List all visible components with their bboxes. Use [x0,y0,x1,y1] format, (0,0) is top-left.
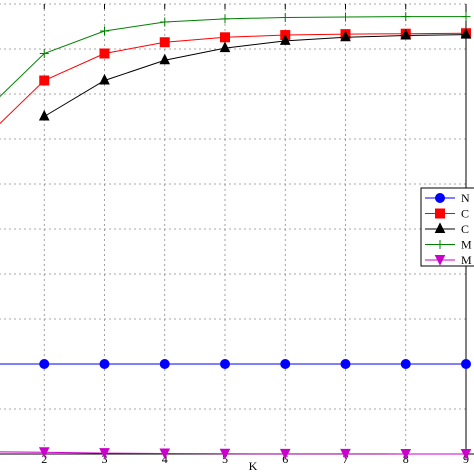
data-point-marker [39,75,50,86]
series-0 [0,359,471,369]
data-point-marker [461,12,471,22]
data-point-marker [160,17,170,27]
data-point-marker [400,28,412,40]
data-point-marker [434,222,446,233]
series-line [0,16,466,98]
legend-entry: M [425,238,472,252]
legend-entry: M [425,253,472,267]
data-point-marker [220,32,230,43]
data-point-marker [280,359,291,369]
series-lines [0,12,472,460]
data-point-marker [461,359,471,369]
data-point-marker [159,37,170,48]
data-point-marker [219,41,231,53]
data-point-marker [460,448,472,460]
legend-entry: C [425,207,469,221]
series-1 [0,28,471,125]
data-point-marker [340,30,351,42]
legend-entry: N [425,191,470,205]
data-point-marker [38,109,50,121]
data-point-marker [99,359,110,369]
legend-label: M [461,253,472,267]
data-point-marker [435,208,445,219]
data-point-marker [220,359,230,369]
data-point-marker [220,14,230,24]
legend-entry: C [425,222,469,236]
legend-label: C [461,222,469,236]
data-point-marker [401,12,411,22]
data-point-marker [39,359,50,369]
series-line [43,34,467,117]
data-point-marker [159,448,171,460]
data-point-marker [400,359,411,369]
series-3 [0,12,471,98]
legend-box [420,187,474,267]
data-point-marker [460,27,472,39]
data-point-marker [434,255,446,266]
data-point-marker [280,13,290,22]
data-point-marker [159,53,171,65]
data-point-marker [159,359,170,369]
data-point-marker [435,193,445,203]
data-point-marker [279,448,291,460]
data-point-marker [219,448,231,460]
data-point-marker [340,448,351,460]
data-point-marker [39,49,49,58]
grid-lines [0,3,467,455]
data-point-marker [341,12,350,22]
data-point-marker [99,448,110,459]
data-point-marker [99,73,110,85]
series-2 [38,27,472,121]
data-point-marker [38,447,50,458]
data-point-marker [435,240,445,249]
data-point-marker [279,34,291,45]
data-point-marker [340,359,351,369]
data-point-marker [100,26,109,36]
axes: 23456789 [0,4,474,466]
data-point-marker [400,448,412,460]
x-tick-label: 3 [102,452,108,466]
series-4 [0,447,472,460]
legend-label: M [461,238,472,252]
x-axis-label: K [249,459,258,473]
legend-label: C [461,207,469,221]
data-point-marker [99,48,110,59]
x-tick-label: 2 [41,452,47,466]
legend-label: N [461,191,470,205]
